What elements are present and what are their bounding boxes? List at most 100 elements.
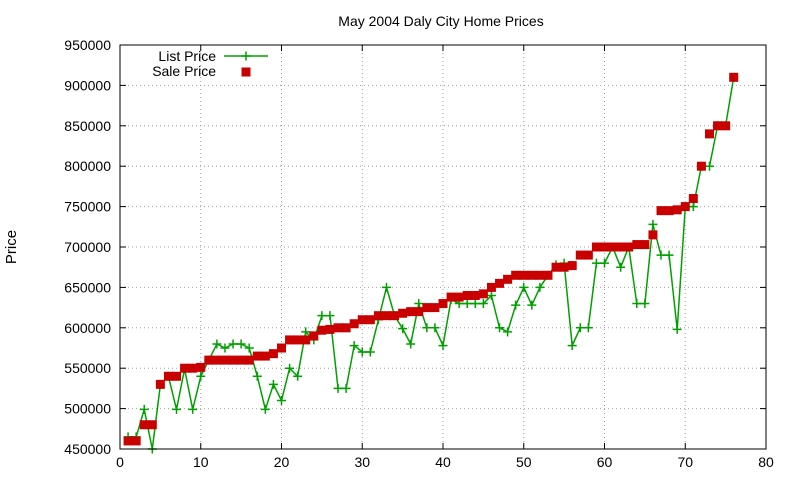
list-price-point xyxy=(285,363,295,373)
list-price-point xyxy=(462,299,472,309)
sale-price-point xyxy=(188,363,198,373)
sale-price-point xyxy=(285,335,295,345)
sale-price-point xyxy=(333,323,343,333)
y-tick-label: 450000 xyxy=(64,441,111,457)
sale-price-point xyxy=(704,129,714,139)
axes: 0 10 20 30 40 50 60 70 80 450000 500000 550000 60000… xyxy=(64,37,774,470)
sale-price-point xyxy=(696,161,706,171)
y-tick-label: 750000 xyxy=(64,199,111,215)
legend: List Price Sale Price xyxy=(152,48,268,79)
list-price-point xyxy=(664,250,674,260)
sale-price-point xyxy=(390,311,400,321)
sale-price-point xyxy=(519,270,529,280)
sale-price-point xyxy=(341,323,351,333)
list-price-point xyxy=(422,323,432,333)
list-price-point xyxy=(398,324,408,334)
sale-price-point xyxy=(438,299,448,309)
sale-price-point xyxy=(317,325,327,335)
sale-price-point xyxy=(172,371,182,381)
sale-price-point xyxy=(228,355,238,365)
list-price-point xyxy=(470,299,480,309)
sale-price-point xyxy=(632,240,642,250)
sale-price-point xyxy=(301,335,311,345)
sale-price-point xyxy=(196,362,206,372)
sale-price-point xyxy=(365,315,375,325)
x-tick-label: 10 xyxy=(193,454,209,470)
x-tick-label: 40 xyxy=(435,454,451,470)
y-tick-label: 550000 xyxy=(64,360,111,376)
list-price-point xyxy=(349,341,359,351)
list-price-point xyxy=(672,324,682,334)
list-price-point xyxy=(567,341,577,351)
list-price-point xyxy=(268,379,278,389)
y-tick-label: 500000 xyxy=(64,401,111,417)
list-price-point xyxy=(486,290,496,300)
sale-price-point xyxy=(236,355,246,365)
list-price-point xyxy=(333,383,343,393)
sale-price-point xyxy=(648,230,658,240)
x-tick-label: 0 xyxy=(116,454,124,470)
list-price-point xyxy=(188,404,198,414)
sale-price-point xyxy=(721,121,731,131)
sale-price-point xyxy=(527,270,537,280)
x-tick-label: 30 xyxy=(354,454,370,470)
sale-price-point xyxy=(414,307,424,317)
legend-swatch-list-price xyxy=(224,51,268,61)
sale-price-point xyxy=(616,242,626,252)
list-price-point xyxy=(688,202,698,212)
list-price-point xyxy=(495,323,505,333)
sale-price-point xyxy=(478,289,488,299)
list-price-point xyxy=(236,339,246,349)
list-price-point xyxy=(277,396,286,406)
list-price-point xyxy=(357,347,367,357)
sale-price-point xyxy=(729,72,739,82)
sale-price-point xyxy=(591,242,601,252)
sale-price-point xyxy=(349,319,359,329)
sale-price-point xyxy=(268,349,278,359)
sale-price-point xyxy=(252,351,262,361)
sale-price-point xyxy=(535,270,545,280)
list-price-point xyxy=(591,258,601,268)
list-price-point xyxy=(301,327,311,337)
sale-price-point xyxy=(422,303,432,313)
legend-swatch-sale-price xyxy=(241,67,251,77)
sale-price-point xyxy=(381,311,391,321)
list-price-point xyxy=(406,339,416,349)
legend-label-sale-price: Sale Price xyxy=(152,63,216,79)
sale-price-point xyxy=(680,202,690,212)
y-tick-label: 700000 xyxy=(64,239,111,255)
sale-price-point xyxy=(373,311,383,321)
sale-price-point xyxy=(446,292,456,302)
sale-price-point xyxy=(575,250,585,260)
x-tick-label: 70 xyxy=(677,454,693,470)
list-price-point xyxy=(172,404,182,414)
sale-price-point xyxy=(244,355,254,365)
y-tick-label: 800000 xyxy=(64,158,111,174)
sale-price-point xyxy=(155,379,165,389)
y-tick-label: 850000 xyxy=(64,118,111,134)
sale-price-point xyxy=(470,290,480,300)
legend-marker-sale-price xyxy=(241,67,251,77)
list-price-point xyxy=(414,299,424,309)
y-tick-label: 950000 xyxy=(64,37,111,53)
x-tick-label: 80 xyxy=(758,454,774,470)
list-price-point xyxy=(478,299,488,309)
list-price-point xyxy=(583,323,593,333)
sale-price-point xyxy=(567,261,577,271)
sale-price-point xyxy=(309,331,319,341)
list-price-line xyxy=(128,77,735,450)
list-price-point xyxy=(196,371,206,381)
sale-price-point xyxy=(503,274,513,284)
sale-price-point xyxy=(551,262,561,272)
sale-price-point xyxy=(454,292,464,302)
list-price-point xyxy=(519,282,529,292)
list-price-point xyxy=(511,300,521,310)
grid xyxy=(120,45,766,449)
sale-price-point xyxy=(357,315,367,325)
list-price-point xyxy=(430,323,440,333)
legend-label-list-price: List Price xyxy=(158,48,216,64)
list-price-point xyxy=(341,383,351,393)
sale-price-point xyxy=(640,240,650,250)
sale-price-point xyxy=(543,270,553,280)
